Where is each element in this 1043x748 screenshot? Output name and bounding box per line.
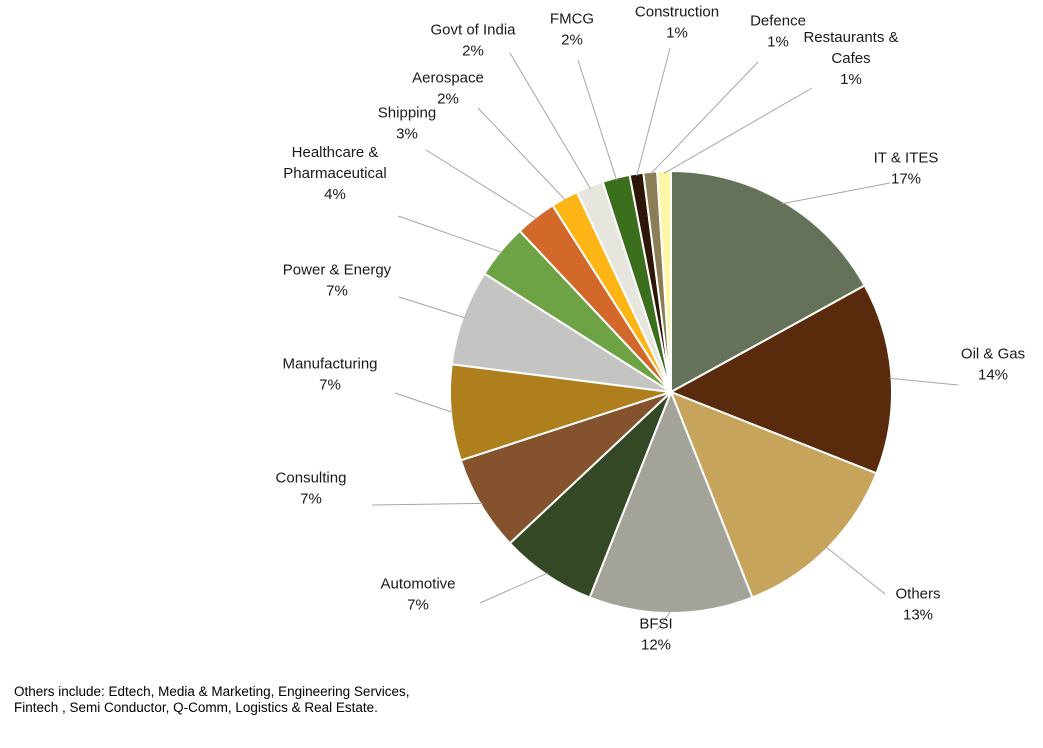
slice-label: BFSI 12% [639,616,672,654]
leader-line [889,377,959,386]
slice-category-label: Healthcare & [292,144,379,161]
slice-category-label: Pharmaceutical [283,165,386,182]
slice-label: Manufacturing 7% [282,356,377,394]
leader-line [663,87,813,174]
slice-category-label: FMCG [550,11,594,28]
slice-category-label: Govt of India [430,22,516,39]
pie-slice-it-ites [670,169,867,394]
slice-labels: IT & ITES 17% Oil & Gas 14% Others 13% BFSI 12%… [276,4,1026,654]
slice-label: Power & Energy 7% [283,262,392,300]
slice-category-label: Power & Energy [283,262,392,279]
slice-value-label: 7% [407,597,429,614]
slice-label: Shipping 3% [378,105,436,143]
slice-value-label: 7% [300,491,322,508]
slice-value-label: 2% [561,32,583,49]
slice-value-label: 7% [319,377,341,394]
leader-line [477,107,566,201]
slice-label: IT & ITES 17% [874,150,939,188]
slice-label: Others 13% [895,586,940,624]
leader-line [398,296,466,319]
slice-category-label: BFSI [639,616,672,633]
slice-category-label: Construction [635,4,719,21]
slice-category-label: Others [895,586,940,603]
slice-category-label: Manufacturing [282,356,377,373]
slice-value-label: 4% [324,186,346,203]
slice-category-label: Defence [750,13,806,30]
leader-line [425,149,538,220]
slice-label: Aerospace 2% [412,70,484,108]
slice-value-label: 2% [462,43,484,60]
slice-label: Automotive 7% [380,576,455,614]
leader-line [825,546,886,595]
leader-line [650,61,759,175]
slice-value-label: 1% [666,25,688,42]
slice-label: Consulting 7% [276,470,347,508]
slice-label: Healthcare & Pharmaceutical 4% [283,144,386,203]
slice-label: FMCG 2% [550,11,594,49]
leader-line [479,572,549,604]
slice-value-label: 12% [641,637,671,654]
slice-value-label: 13% [903,607,933,624]
slice-label: Oil & Gas 14% [961,346,1025,384]
footnote-others: Others include: Edtech, Media & Marketin… [14,684,410,715]
slice-value-label: 1% [767,34,789,51]
slice-category-label: Restaurants & [803,29,898,46]
slice-label: Construction 1% [635,4,719,42]
slice-value-label: 7% [326,283,348,300]
slice-category-label: Automotive [380,576,455,593]
slice-label: Govt of India 2% [430,22,516,60]
slice-category-label: Cafes [831,50,870,67]
leader-line [509,52,591,189]
slice-category-label: Aerospace [412,70,484,87]
slice-category-label: IT & ITES [874,150,939,167]
pie-slices [449,169,893,615]
pie-slice-restaurants-cafes [656,169,672,393]
leader-line [577,59,618,181]
leader-lines [371,47,959,631]
slice-category-label: Shipping [378,105,436,122]
slice-category-label: Consulting [276,470,347,487]
slice-value-label: 3% [396,126,418,143]
slice-value-label: 2% [437,91,459,108]
slice-category-label: Oil & Gas [961,346,1025,363]
leader-line [394,392,454,414]
leader-line [397,215,503,254]
leader-line [782,182,891,205]
pie-slice-bfsi [588,389,754,615]
slice-label: Restaurants & Cafes 1% [803,29,898,88]
slice-value-label: 14% [978,367,1008,384]
slice-label: Defence 1% [750,13,806,51]
leader-line [371,502,483,506]
leader-line [636,47,671,177]
leader-line [656,610,672,631]
slice-value-label: 17% [891,171,921,188]
slice-value-label: 1% [840,71,862,88]
